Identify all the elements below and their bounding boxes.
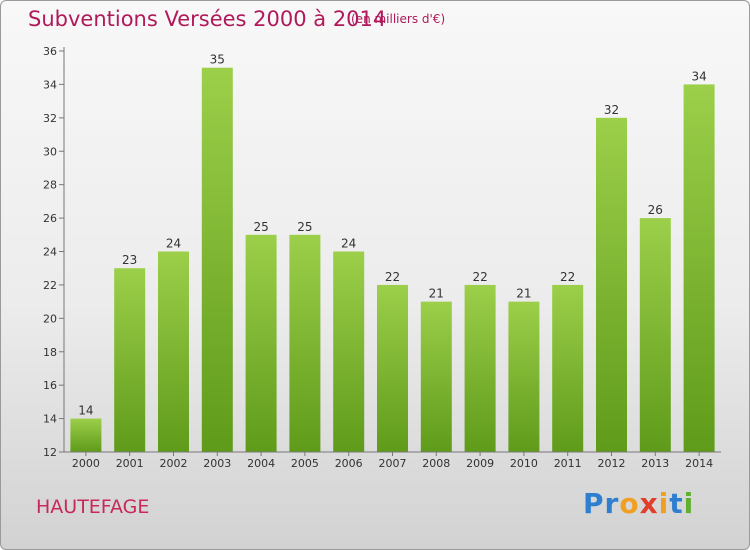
bar [464, 284, 496, 452]
y-tick-label: 20 [43, 312, 57, 325]
x-tick-label: 2007 [379, 457, 407, 470]
bar [201, 67, 233, 452]
unit-note: (en milliers d'€) [351, 12, 446, 26]
y-tick-label: 28 [43, 179, 57, 192]
y-tick-label: 24 [43, 246, 57, 259]
bar [639, 218, 671, 452]
proxiti-logo: Proxiti [583, 487, 694, 520]
x-tick-label: 2005 [291, 457, 319, 470]
commune-name: HAUTEFAGE [36, 496, 150, 518]
bar [552, 284, 584, 452]
axis-layer: 2000 2001 2002 2003 2004 2005 2006 2007 2008 2009… [43, 45, 721, 470]
x-tick-label: 2013 [641, 457, 669, 470]
data-label: 21 [429, 287, 444, 301]
logo-letter: P [583, 487, 605, 520]
data-label: 35 [210, 53, 225, 67]
data-label: 25 [253, 220, 268, 234]
data-label: 34 [691, 69, 706, 83]
bar [377, 284, 408, 452]
x-tick-label: 2012 [598, 457, 626, 470]
y-tick-label: 16 [43, 379, 57, 392]
x-tick-label: 2011 [554, 457, 582, 470]
data-label: 26 [648, 203, 663, 217]
data-label: 22 [560, 270, 575, 284]
x-tick-label: 2009 [466, 457, 494, 470]
data-label: 24 [166, 237, 181, 251]
y-tick-label: 22 [43, 279, 57, 292]
y-tick-label: 30 [43, 145, 57, 158]
logo-letter: r [604, 487, 620, 520]
bar [114, 268, 146, 452]
data-label: 22 [385, 270, 400, 284]
bar [683, 84, 715, 453]
bar [70, 418, 102, 452]
y-tick-label: 32 [43, 112, 57, 125]
data-label: 25 [297, 220, 312, 234]
bar [158, 251, 189, 452]
bar [245, 234, 277, 452]
data-label: 21 [516, 287, 531, 301]
x-tick-label: 2006 [335, 457, 363, 470]
logo-letter: t [669, 487, 684, 520]
data-label: 32 [604, 103, 619, 117]
logo-letter: x [639, 487, 659, 520]
bars-layer: 14 23 24 35 25 25 24 22 21 22 21 22 32 26 34 [70, 53, 715, 453]
x-tick-label: 2014 [685, 457, 713, 470]
data-label: 14 [78, 404, 93, 418]
y-tick-label: 26 [43, 212, 57, 225]
bar [420, 301, 452, 452]
logo-letter: o [619, 487, 640, 520]
y-tick-label: 12 [43, 446, 57, 459]
x-tick-label: 2008 [422, 457, 450, 470]
y-tick-label: 36 [43, 45, 57, 58]
bar [333, 251, 365, 452]
y-tick-label: 14 [43, 413, 57, 426]
y-tick-label: 18 [43, 346, 57, 359]
data-label: 24 [341, 237, 356, 251]
x-tick-label: 2010 [510, 457, 538, 470]
x-tick-label: 2000 [72, 457, 100, 470]
chart-title: Subventions Versées 2000 à 2014 [28, 7, 387, 31]
logo-letter: i [683, 487, 695, 520]
bar [508, 301, 540, 452]
bar [596, 117, 627, 452]
logo-letter: i [658, 487, 670, 520]
x-tick-label: 2004 [247, 457, 275, 470]
x-tick-label: 2002 [160, 457, 188, 470]
data-label: 22 [472, 270, 487, 284]
data-label: 23 [122, 253, 137, 267]
bar [289, 234, 321, 452]
x-tick-label: 2003 [203, 457, 231, 470]
y-tick-label: 34 [43, 78, 57, 91]
x-tick-label: 2001 [116, 457, 144, 470]
